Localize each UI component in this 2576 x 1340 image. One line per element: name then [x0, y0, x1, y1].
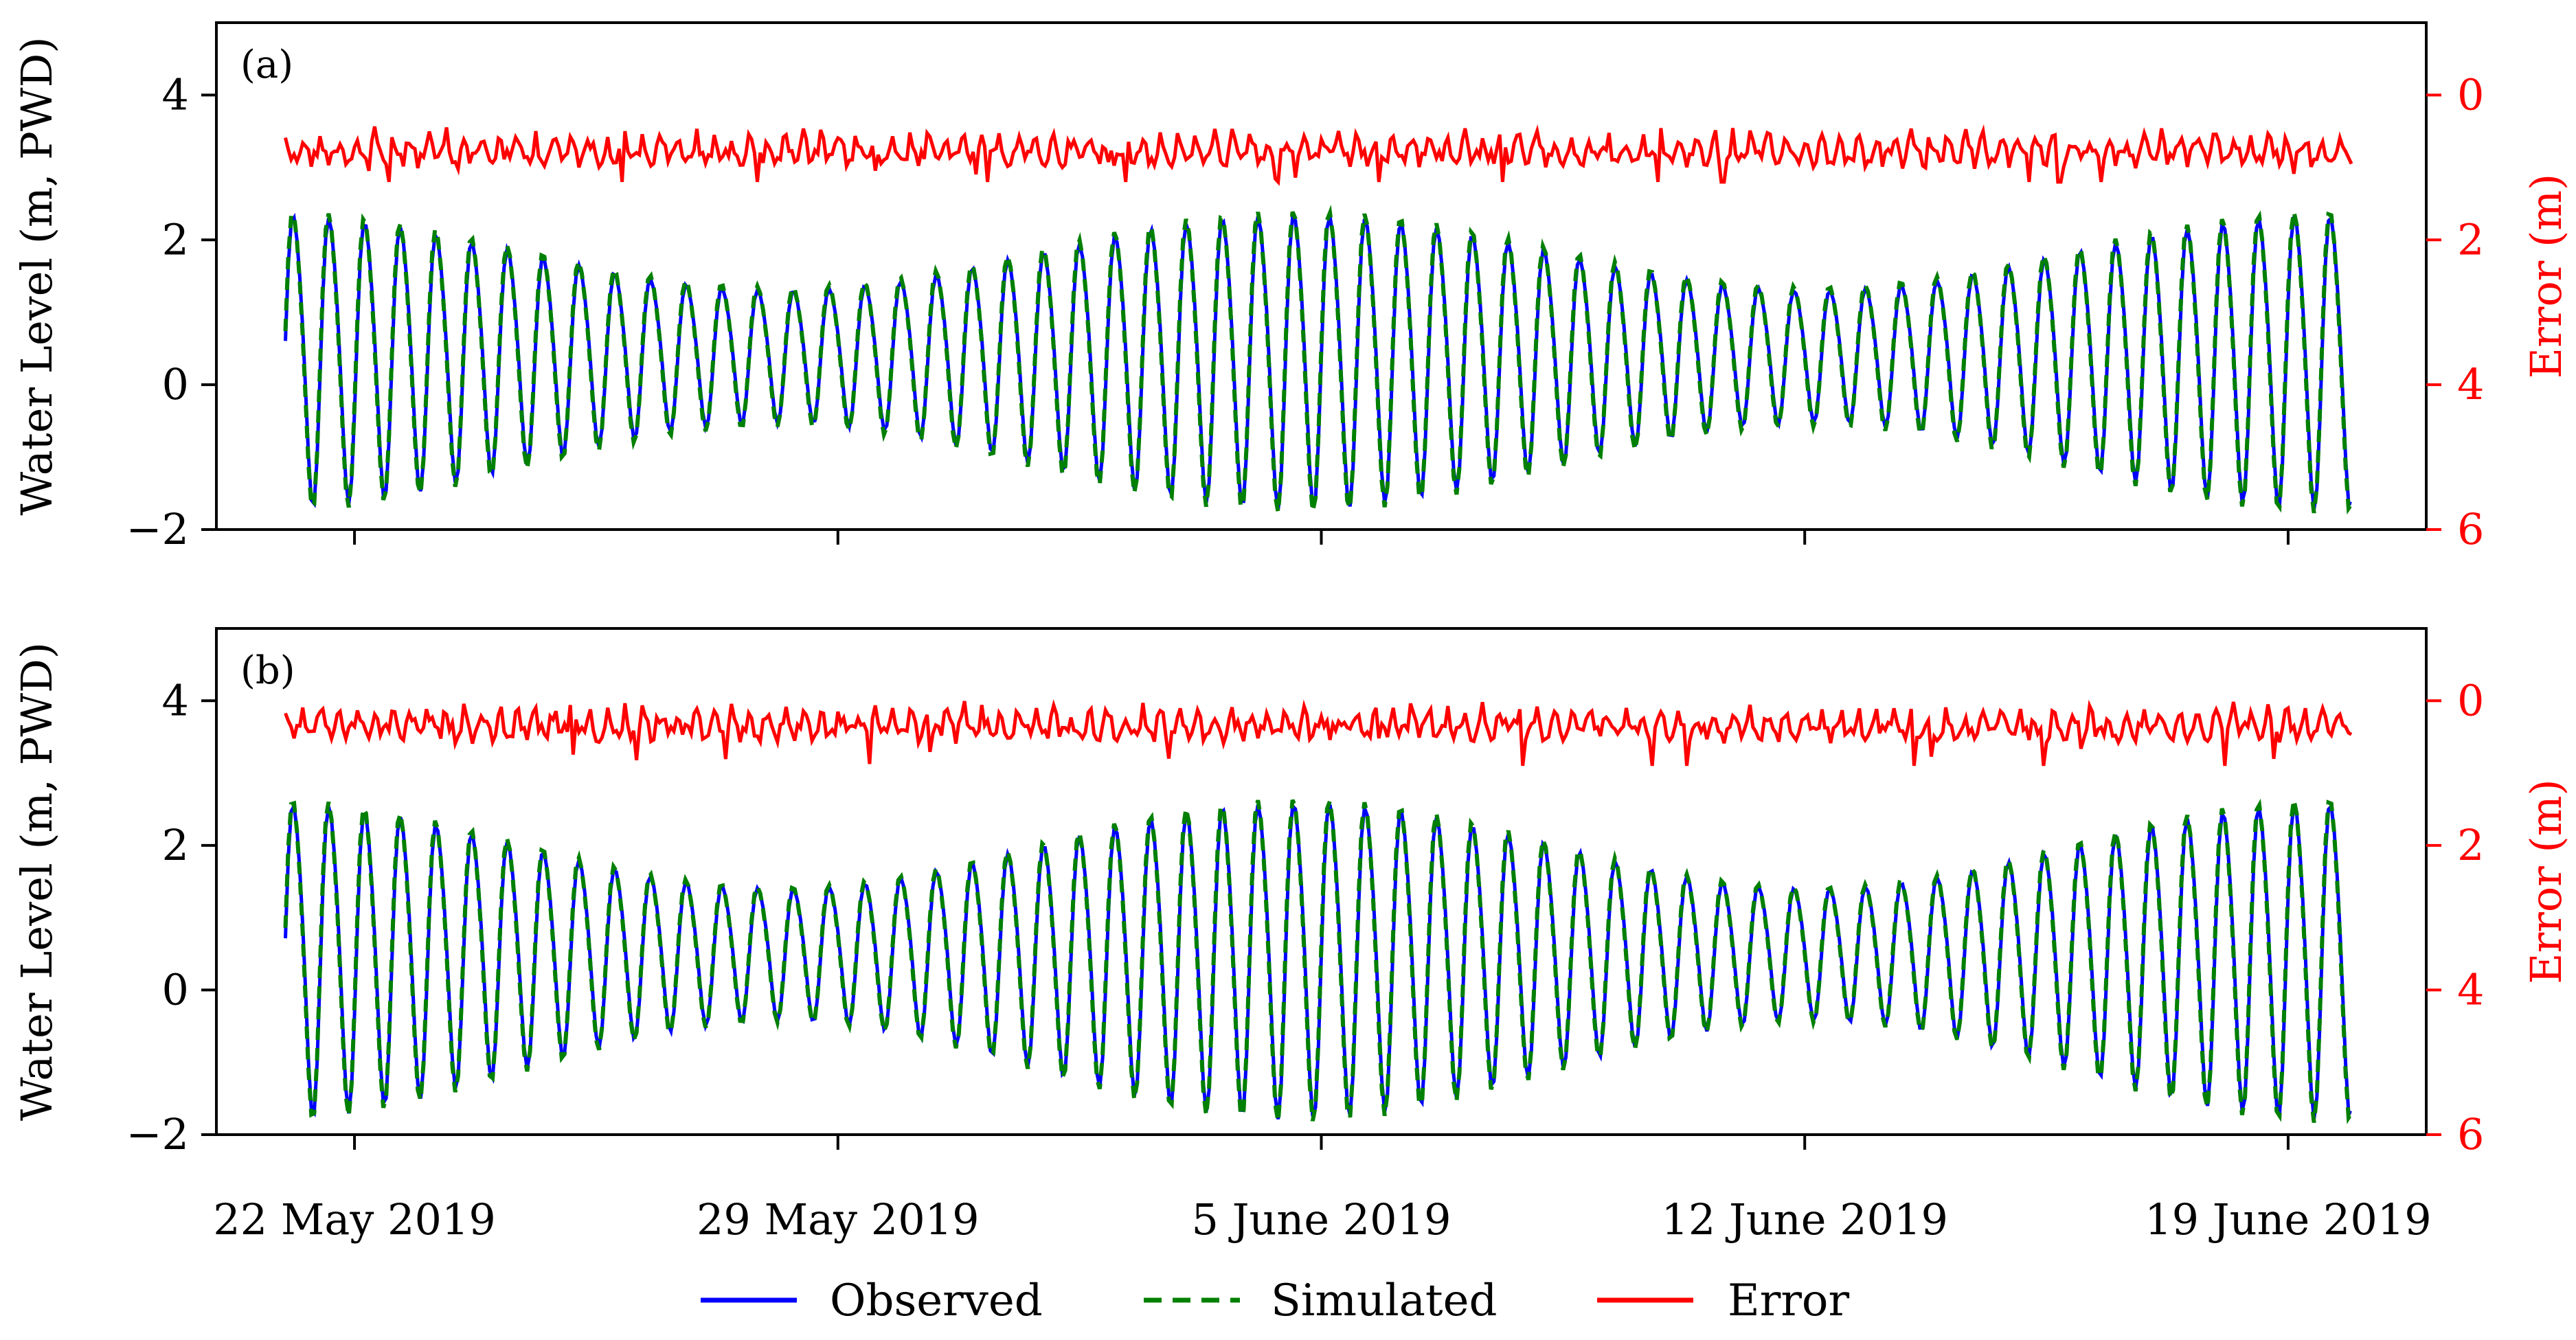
y-right-tick-label: 6: [2457, 504, 2484, 554]
y-right-tick-label: 2: [2457, 214, 2484, 264]
y-right-tick-label: 2: [2457, 820, 2484, 870]
x-tick-label: 12 June 2019: [1661, 1194, 1948, 1245]
legend-label-observed: Observed: [830, 1275, 1043, 1326]
legend-label-simulated: Simulated: [1271, 1275, 1497, 1326]
y-right-tick-label: 4: [2457, 964, 2484, 1014]
y-right-tick-label: 6: [2457, 1109, 2484, 1159]
series-simulated: [283, 205, 2353, 515]
x-tick-label: 5 June 2019: [1191, 1194, 1451, 1245]
panel-b-ticks: −2 0 2 4 0 2 4 6: [126, 675, 2485, 1159]
panel-a-series: [283, 124, 2353, 515]
panel-a-ylabel-right: Error (m): [2521, 174, 2571, 378]
y-left-tick-label: −2: [126, 1109, 189, 1159]
x-tick-label: 22 May 2019: [213, 1194, 496, 1245]
panel-b-ylabel-right: Error (m): [2521, 779, 2571, 984]
legend-label-error: Error: [1728, 1275, 1849, 1326]
y-left-tick-label: 2: [162, 214, 189, 264]
panel-a-ticks: −2 0 2 4 0 2 4 6: [126, 69, 2485, 554]
x-axis-tick-labels: 22 May 2019 29 May 2019 5 June 2019 12 J…: [213, 1194, 2431, 1245]
y-right-tick-label: 4: [2457, 359, 2484, 409]
x-tick-label: 29 May 2019: [697, 1194, 980, 1245]
panel-a-ylabel-left: Water Level (m, PWD): [12, 36, 62, 515]
y-left-tick-label: 0: [162, 359, 189, 409]
panel-b-ylabel-left: Water Level (m, PWD): [12, 642, 62, 1121]
x-tick-label: 19 June 2019: [2145, 1194, 2432, 1245]
y-right-tick-label: 0: [2457, 69, 2484, 120]
y-right-tick-label: 0: [2457, 675, 2484, 725]
y-left-tick-label: 2: [162, 820, 189, 870]
series-error: [284, 699, 2353, 766]
y-left-tick-label: −2: [126, 504, 189, 554]
panel-a-label: (a): [240, 43, 293, 87]
series-simulated: [283, 798, 2353, 1124]
y-left-tick-label: 4: [162, 675, 189, 725]
y-left-tick-label: 0: [162, 964, 189, 1014]
panel-b-series: [283, 699, 2353, 1124]
panel-b: −2 0 2 4 0 2 4 6 (b) Water Level (m, PWD) Error…: [12, 627, 2571, 1159]
series-error: [284, 124, 2353, 186]
panel-b-label: (b): [240, 648, 295, 693]
y-left-tick-label: 4: [162, 69, 189, 120]
legend: Observed Simulated Error: [701, 1275, 1849, 1326]
panel-a: −2 0 2 4 0 2 4 6 (a) Water Level (m, PWD) Error…: [12, 21, 2571, 554]
